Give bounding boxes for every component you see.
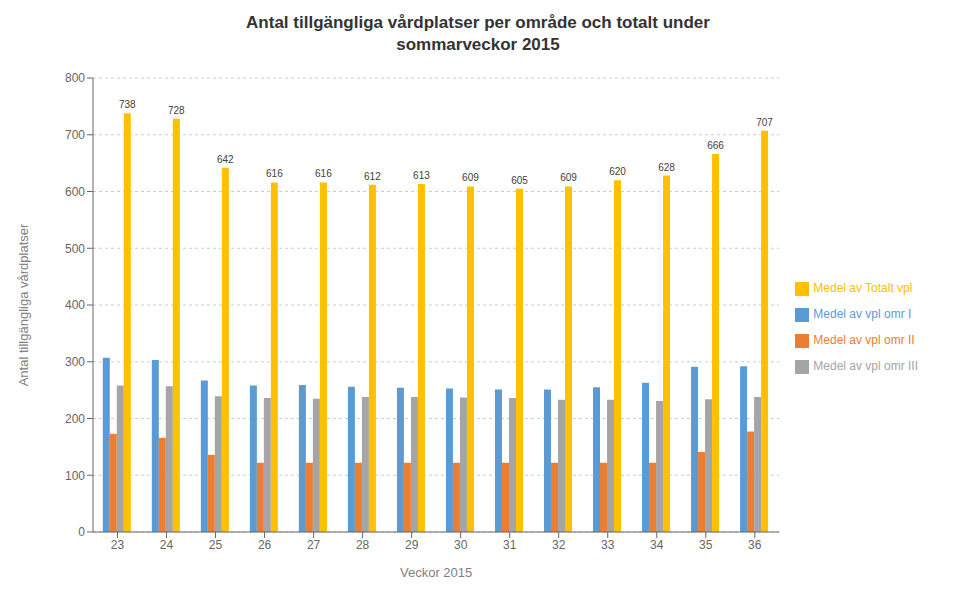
svg-text:29: 29 (405, 538, 419, 552)
svg-text:666: 666 (707, 140, 724, 151)
svg-text:707: 707 (756, 117, 773, 128)
svg-text:25: 25 (209, 538, 223, 552)
svg-text:613: 613 (413, 170, 430, 181)
svg-text:24: 24 (160, 538, 174, 552)
svg-text:616: 616 (315, 168, 332, 179)
html-text:Medel av vpl omr I: Medel av vpl omr I (813, 307, 912, 321)
html-text:sommarveckor 2015: sommarveckor 2015 (396, 35, 560, 54)
svg-text:620: 620 (609, 166, 626, 177)
svg-text:612: 612 (364, 171, 381, 182)
svg-text:600: 600 (65, 185, 85, 199)
svg-text:605: 605 (511, 175, 528, 186)
svg-text:Antal tillgängliga vårdplatser: Antal tillgängliga vårdplatser (16, 223, 31, 386)
svg-text:0: 0 (78, 525, 85, 539)
svg-text:700: 700 (65, 128, 85, 142)
svg-text:32: 32 (552, 538, 566, 552)
svg-text:642: 642 (217, 154, 234, 165)
html-text:Medel av vpl omr III: Medel av vpl omr III (813, 359, 918, 373)
svg-text:200: 200 (65, 412, 85, 426)
svg-text:27: 27 (307, 538, 321, 552)
html-text:Medel av vpl omr II: Medel av vpl omr II (813, 333, 915, 347)
svg-text:609: 609 (560, 172, 577, 183)
svg-text:34: 34 (650, 538, 664, 552)
svg-text:738: 738 (119, 99, 136, 110)
svg-text:616: 616 (266, 168, 283, 179)
svg-text:400: 400 (65, 298, 85, 312)
svg-text:609: 609 (462, 172, 479, 183)
svg-text:33: 33 (601, 538, 615, 552)
svg-text:23: 23 (111, 538, 125, 552)
html-text:Antal tillgängliga vårdplatser: Antal tillgängliga vårdplatser per områd… (246, 13, 710, 32)
svg-text:300: 300 (65, 355, 85, 369)
svg-text:500: 500 (65, 242, 85, 256)
svg-text:628: 628 (658, 162, 675, 173)
svg-text:30: 30 (454, 538, 468, 552)
svg-text:800: 800 (65, 71, 85, 85)
html-text:Medel av Totalt vpl: Medel av Totalt vpl (813, 281, 913, 295)
svg-text:28: 28 (356, 538, 370, 552)
svg-text:31: 31 (503, 538, 517, 552)
svg-text:26: 26 (258, 538, 272, 552)
svg-text:Veckor 2015: Veckor 2015 (400, 565, 472, 580)
svg-text:100: 100 (65, 469, 85, 483)
svg-text:728: 728 (168, 105, 185, 116)
svg-text:36: 36 (748, 538, 762, 552)
svg-text:35: 35 (699, 538, 713, 552)
